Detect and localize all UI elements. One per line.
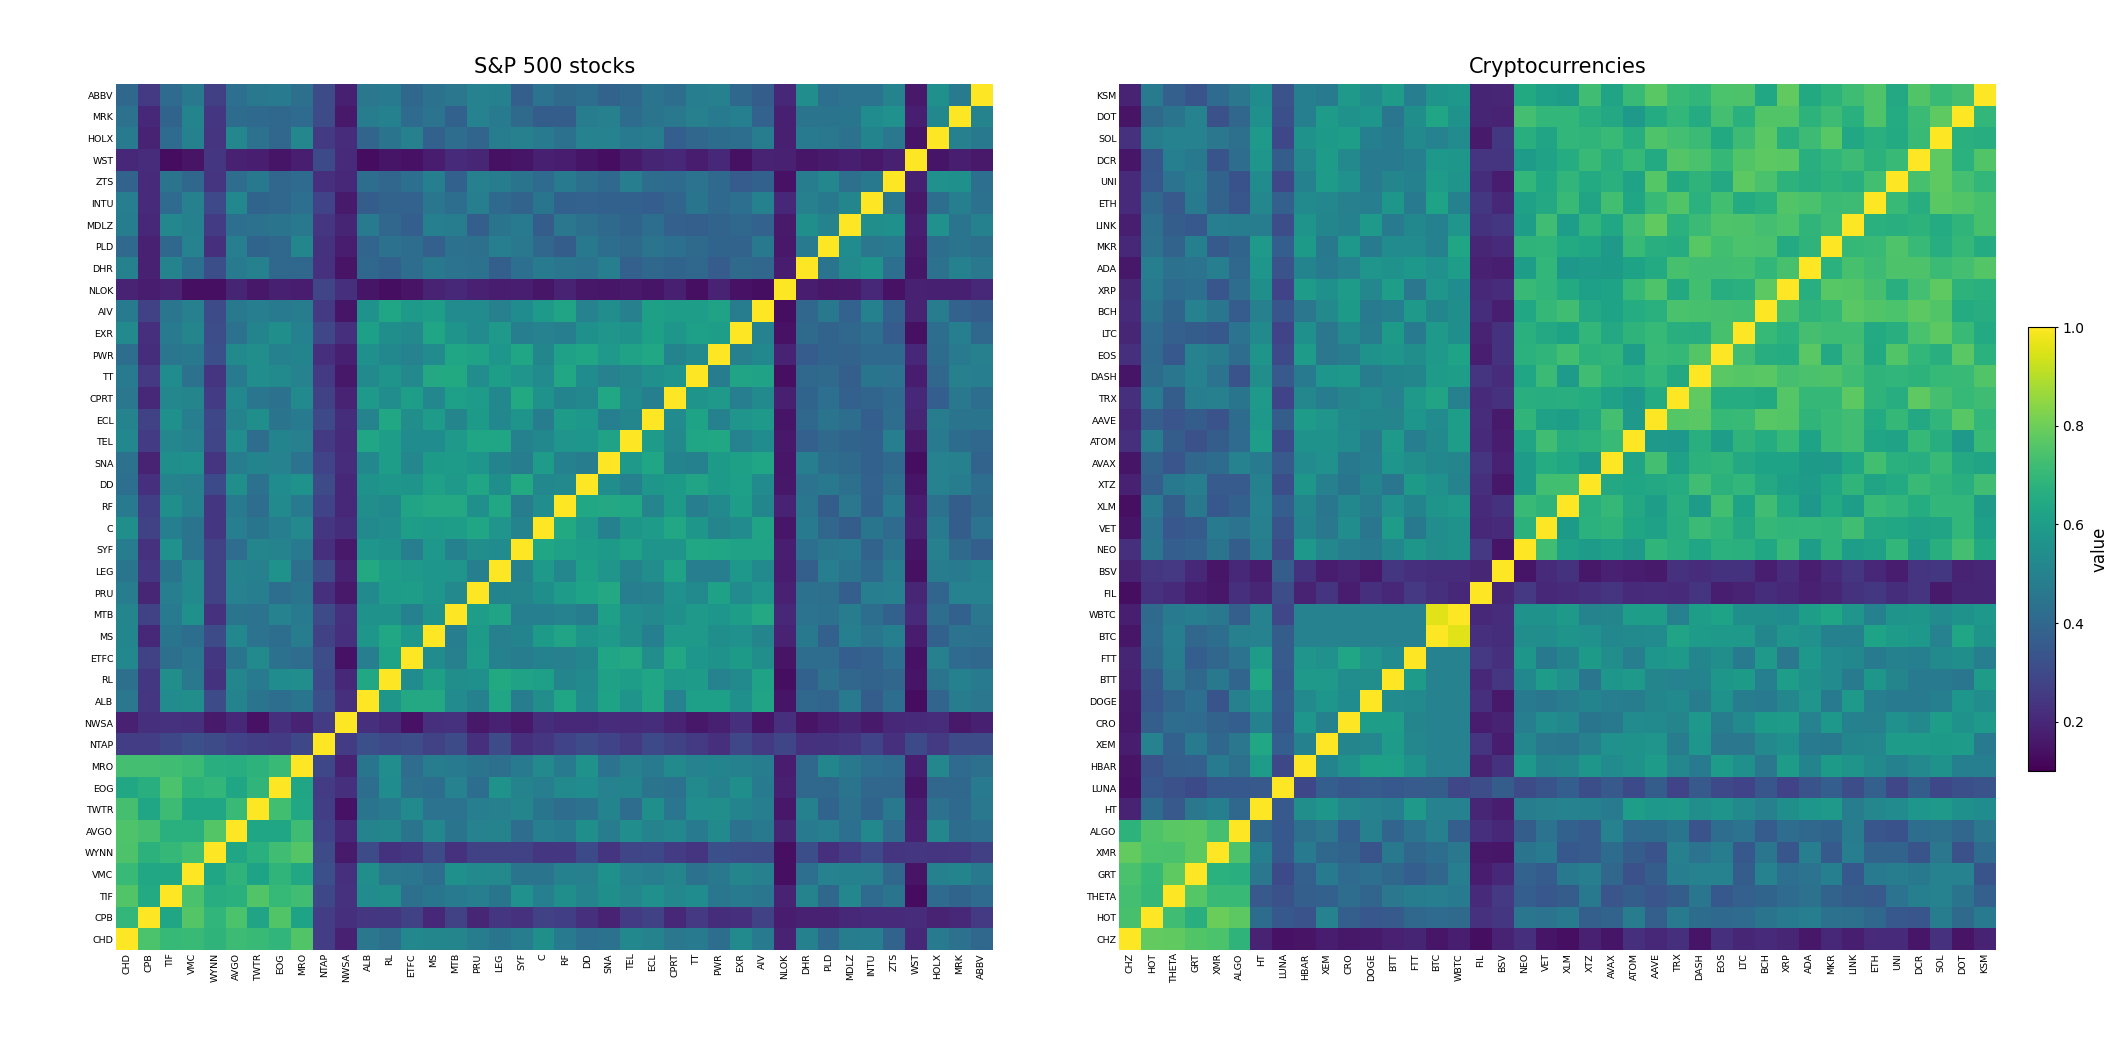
Title: Cryptocurrencies: Cryptocurrencies <box>1468 57 1647 77</box>
Y-axis label: value: value <box>2091 527 2108 571</box>
Title: S&P 500 stocks: S&P 500 stocks <box>473 57 636 77</box>
